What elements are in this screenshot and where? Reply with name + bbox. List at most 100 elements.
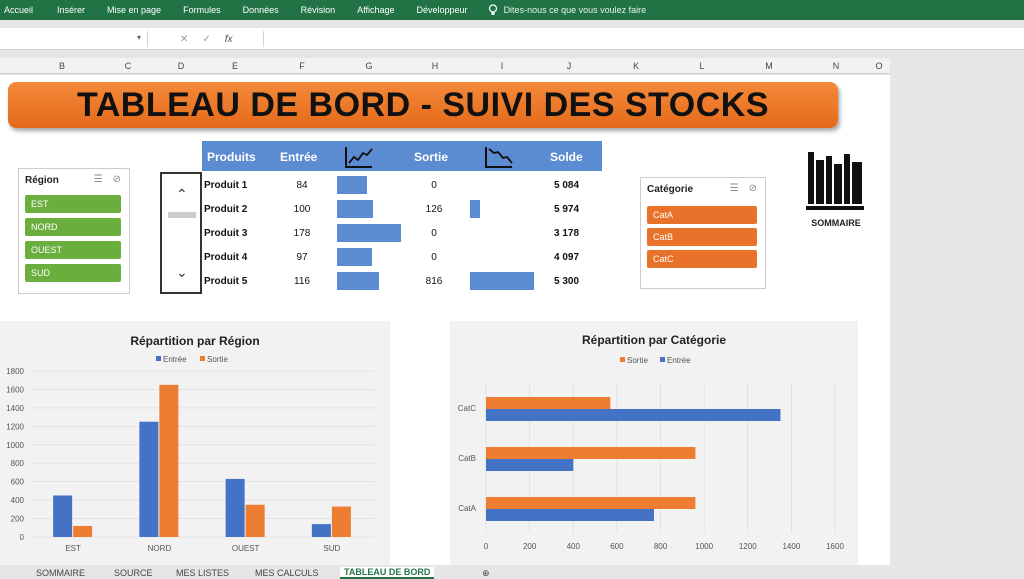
sortie-databar: [470, 272, 534, 290]
entree-value: 100: [293, 204, 311, 215]
ribbon-tab-formules[interactable]: Formules: [183, 5, 221, 15]
col-h[interactable]: H: [431, 61, 439, 71]
chevron-down-icon[interactable]: ▾: [136, 33, 141, 42]
ribbon-tab-inserer[interactable]: Insérer: [57, 5, 86, 15]
slicer-item-cata[interactable]: CatA: [647, 206, 757, 224]
y-tick-label: CatC: [458, 404, 476, 413]
enter-icon[interactable]: ✓: [202, 33, 211, 45]
col-b[interactable]: B: [58, 61, 66, 71]
sortie-value: 0: [431, 228, 437, 239]
slicer-item-sud[interactable]: SUD: [25, 264, 121, 282]
col-d[interactable]: D: [177, 61, 185, 71]
slicer-item-catb[interactable]: CatB: [647, 228, 757, 246]
table-row: Produit 1 84 0 5 084: [202, 173, 602, 197]
slicer-item-est[interactable]: EST: [25, 195, 121, 213]
ribbon-tab-revision[interactable]: Révision: [300, 5, 336, 15]
col-e[interactable]: E: [231, 61, 239, 71]
solde-value: 5 300: [554, 276, 580, 287]
books-icon: [806, 152, 864, 210]
col-l[interactable]: L: [699, 61, 705, 71]
col-k[interactable]: K: [632, 61, 640, 71]
bar-catc-entrée: [486, 409, 781, 421]
y-tick-label: 1800: [6, 367, 24, 376]
tell-me-search[interactable]: Dites-nous ce que vous voulez faire: [488, 4, 646, 16]
dashboard-title: TABLEAU DE BORD - SUIVI DES STOCKS: [8, 82, 838, 128]
chart-categorie[interactable]: Répartition par Catégorie Sortie Entrée 0 20…: [450, 321, 858, 565]
region-slicer-header: Région: [25, 175, 59, 186]
chevron-down-icon[interactable]: ⌄: [176, 264, 188, 280]
legend-label: Entrée: [163, 355, 187, 364]
category-slicer-header: Catégorie: [647, 184, 694, 195]
clear-filter-icon[interactable]: ⊘: [748, 183, 757, 194]
table-row: Produit 3 178 0 3 178: [202, 221, 602, 245]
gray-margin: [890, 58, 1024, 568]
sheet-tab-source[interactable]: SOURCE: [114, 568, 153, 578]
ribbon-tabs: Accueil Insérer Mise en page Formules Do…: [0, 0, 1024, 20]
bar-cata-entrée: [486, 509, 654, 521]
y-tick-label: CatB: [458, 454, 476, 463]
chart-region[interactable]: Répartition par Région Entrée Sortie 0 200 40…: [0, 321, 390, 565]
x-tick-label: 1600: [826, 542, 844, 551]
name-box[interactable]: ▾: [0, 31, 148, 47]
ribbon-tab-mise-en-page[interactable]: Mise en page: [107, 5, 162, 15]
col-g[interactable]: G: [365, 61, 373, 71]
bar-sud-entrée: [311, 524, 331, 537]
y-tick-label: 800: [11, 459, 25, 468]
stock-table-header: Produits Entrée Sortie Solde: [202, 141, 602, 171]
col-j[interactable]: J: [566, 61, 572, 71]
legend-swatch: [660, 357, 665, 362]
solde-value: 3 178: [554, 228, 580, 239]
ribbon-tab-donnees[interactable]: Données: [242, 5, 279, 15]
x-tick-label: 400: [567, 542, 581, 551]
sheet-tab-tableau-de-bord[interactable]: TABLEAU DE BORD: [340, 567, 435, 579]
table-row: Produit 5 116 816 5 300: [202, 269, 602, 293]
chevron-up-icon[interactable]: ⌃: [176, 186, 188, 202]
multi-select-icon[interactable]: ☰: [729, 183, 739, 194]
x-tick-label: 600: [610, 542, 624, 551]
cancel-icon[interactable]: ✕: [180, 33, 189, 45]
col-o[interactable]: O: [875, 61, 883, 71]
table-row: Produit 2 100 126 5 974: [202, 197, 602, 221]
scroll-thumb[interactable]: [168, 212, 196, 218]
bar-ouest-entrée: [225, 478, 245, 537]
sortie-value: 0: [431, 252, 437, 263]
multi-select-icon[interactable]: ☰: [93, 174, 103, 185]
add-sheet-icon[interactable]: ⊕: [482, 568, 490, 578]
entree-databar: [337, 200, 373, 218]
x-tick-label: SUD: [323, 544, 340, 553]
entree-value: 84: [296, 180, 308, 191]
product-name: Produit 2: [204, 204, 248, 215]
sortie-value: 816: [425, 276, 443, 287]
sheet-tab-sommaire[interactable]: SOMMAIRE: [36, 568, 86, 578]
ribbon-tab-accueil[interactable]: Accueil: [4, 5, 34, 15]
legend-swatch: [156, 356, 161, 361]
sommaire-button[interactable]: SOMMAIRE: [804, 150, 868, 230]
slicer-item-nord[interactable]: NORD: [25, 218, 121, 236]
column-headers: B C D E F G H I J K L M N O: [0, 58, 890, 74]
region-slicer[interactable]: Région ☰ ⊘ EST NORD OUEST SUD: [18, 168, 130, 294]
category-slicer[interactable]: Catégorie ☰ ⊘ CatA CatB CatC: [640, 177, 766, 289]
ribbon-tab-developpeur[interactable]: Développeur: [416, 5, 468, 15]
sheet-tab-mes-listes[interactable]: MES LISTES: [176, 568, 230, 578]
ribbon-tab-affichage[interactable]: Affichage: [357, 5, 395, 15]
col-i[interactable]: I: [500, 61, 504, 71]
entree-databar: [337, 248, 372, 266]
col-m[interactable]: M: [765, 61, 773, 71]
entree-databar: [337, 272, 379, 290]
sortie-value: 126: [425, 204, 443, 215]
product-name: Produit 4: [204, 252, 248, 263]
slicer-item-catc[interactable]: CatC: [647, 250, 757, 268]
product-scroll-control[interactable]: ⌃ ⌄: [160, 172, 202, 294]
bar-catb-entrée: [486, 459, 574, 471]
trend-down-icon: [485, 147, 513, 168]
y-tick-label: 200: [11, 515, 25, 524]
x-tick-label: 1400: [782, 542, 800, 551]
fx-icon[interactable]: fx: [224, 33, 233, 45]
sheet-tab-mes-calculs[interactable]: MES CALCULS: [255, 568, 319, 578]
clear-filter-icon[interactable]: ⊘: [112, 174, 121, 185]
col-c[interactable]: C: [124, 61, 132, 71]
col-n[interactable]: N: [832, 61, 840, 71]
col-f[interactable]: F: [299, 61, 305, 71]
slicer-item-ouest[interactable]: OUEST: [25, 241, 121, 259]
y-tick-label: 1200: [6, 422, 24, 431]
